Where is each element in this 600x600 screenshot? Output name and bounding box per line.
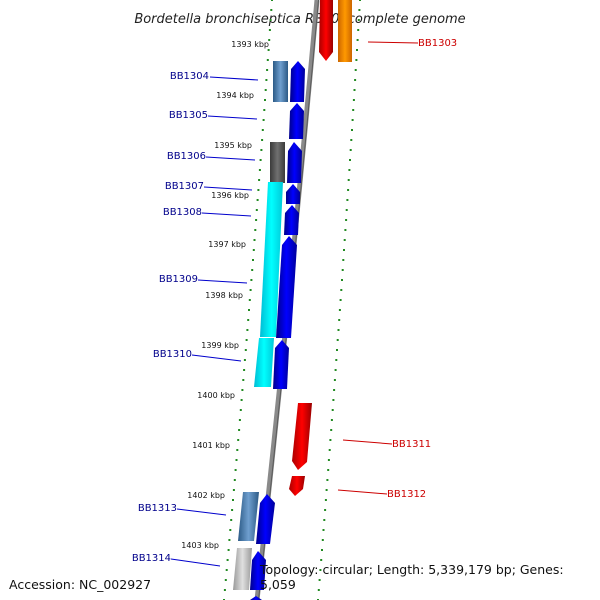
gene-label[interactable]: BB1311 [392, 439, 431, 450]
cds-feature[interactable] [286, 184, 300, 204]
gene-feature[interactable] [273, 61, 288, 102]
cds-feature[interactable] [292, 403, 312, 470]
cds-feature[interactable] [250, 551, 266, 590]
cds-feature[interactable] [256, 494, 275, 544]
gene-feature[interactable] [260, 182, 283, 337]
gene-label[interactable]: BB1305 [169, 110, 208, 121]
cds-feature[interactable] [289, 476, 305, 496]
gene-label[interactable]: BB1303 [418, 38, 457, 49]
gene-feature[interactable] [270, 142, 285, 183]
cds-feature[interactable] [290, 61, 305, 102]
kbp-tick-label: 1403 kbp [181, 541, 219, 550]
topology-text: Topology: circular; Length: 5,339,179 bp… [260, 562, 564, 592]
accession-text: Accession: NC_002927 [9, 577, 152, 592]
kbp-tick-label: 1402 kbp [187, 491, 225, 500]
gene-label[interactable]: BB1308 [163, 207, 202, 218]
cds-feature[interactable] [319, 0, 333, 61]
gene-label[interactable]: BB1307 [165, 181, 204, 192]
gene-feature[interactable] [338, 0, 352, 62]
kbp-tick-label: 1401 kbp [192, 441, 230, 450]
kbp-tick-label: 1395 kbp [214, 141, 252, 150]
gene-feature[interactable] [233, 548, 252, 590]
gene-label[interactable]: BB1306 [167, 151, 206, 162]
left-gene-labels: BB1304 BB1305 BB1306 BB1307 BB1308 BB130… [132, 71, 259, 567]
inner-tick-ring [317, 0, 361, 600]
outer-tick-ring [223, 0, 273, 600]
cds-feature[interactable] [287, 142, 302, 183]
gene-label[interactable]: BB1304 [170, 71, 209, 82]
kbp-tick-label: 1398 kbp [205, 291, 243, 300]
gene-label[interactable]: BB1310 [153, 349, 192, 360]
cds-feature[interactable] [289, 103, 304, 139]
right-gene-labels: BB1303 BB1311 BB1312 [337, 38, 457, 500]
cds-feature[interactable] [284, 205, 299, 235]
kbp-tick-label: 1399 kbp [201, 341, 239, 350]
cds-feature[interactable] [273, 340, 289, 389]
kbp-tick-label: 1396 kbp [211, 191, 249, 200]
kbp-scale: 1393 kbp 1394 kbp 1395 kbp 1396 kbp 1397… [181, 40, 269, 550]
gene-label[interactable]: BB1314 [132, 553, 171, 564]
kbp-tick-label: 1400 kbp [197, 391, 235, 400]
kbp-tick-label: 1393 kbp [231, 40, 269, 49]
gene-feature[interactable] [254, 338, 274, 387]
gene-label[interactable]: BB1312 [387, 489, 426, 500]
gene-label[interactable]: BB1309 [159, 274, 198, 285]
kbp-tick-label: 1397 kbp [208, 240, 246, 249]
kbp-tick-label: 1394 kbp [216, 91, 254, 100]
map-title: Bordetella bronchiseptica RB50, complete… [134, 12, 465, 27]
gene-label[interactable]: BB1313 [138, 503, 177, 514]
gene-feature[interactable] [238, 492, 259, 541]
cds-feature[interactable] [276, 236, 297, 338]
cds-feature[interactable] [250, 596, 262, 600]
